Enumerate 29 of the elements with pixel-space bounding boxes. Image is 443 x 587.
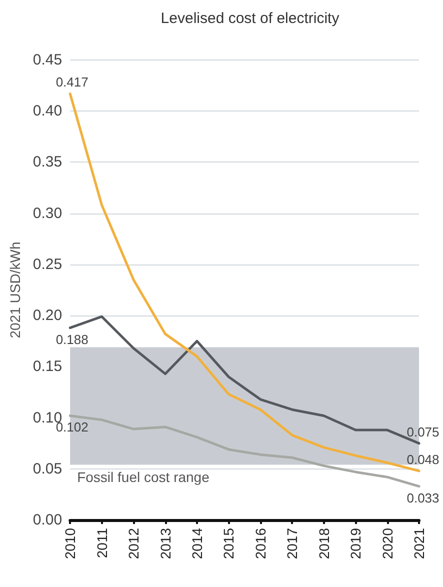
y-tick-label: 0.15 [32,358,62,376]
y-tick-label: 0.45 [32,52,62,68]
x-tick-label: 2018 [316,528,332,560]
data-label: 0.048 [406,452,440,467]
data-label: 0.075 [406,424,440,440]
x-tick-label: 2013 [157,528,174,560]
y-tick-label: 0.00 [32,512,62,528]
y-tick-label: 0.25 [32,256,62,273]
data-label: 0.417 [56,74,88,90]
band-label: Fossil fuel cost range [77,468,210,485]
x-tick-label: 2014 [188,528,205,560]
chart-title: Levelised cost of electricity [160,10,340,27]
x-tick-label: 2016 [252,528,268,560]
y-tick-label: 0.05 [32,460,62,478]
x-tick-label: 2021 [411,528,427,560]
y-tick-label: 0.20 [32,307,62,324]
x-tick-label: 2015 [220,528,237,560]
x-tick-label: 2011 [94,528,110,558]
y-tick-label: 0.30 [32,204,62,222]
x-tick-label: 2020 [379,528,396,560]
y-tick-label: 0.40 [32,102,62,120]
x-tick-label: 2010 [62,528,78,560]
x-tick-label: 2012 [126,528,142,560]
data-label: 0.033 [406,490,440,506]
x-tick-label: 2019 [348,528,364,560]
data-label: 0.188 [56,332,88,347]
x-tick-label: 2017 [284,528,300,560]
y-axis-title: 2021 USD/kWh [7,242,23,338]
y-tick-label: 0.35 [32,154,62,171]
